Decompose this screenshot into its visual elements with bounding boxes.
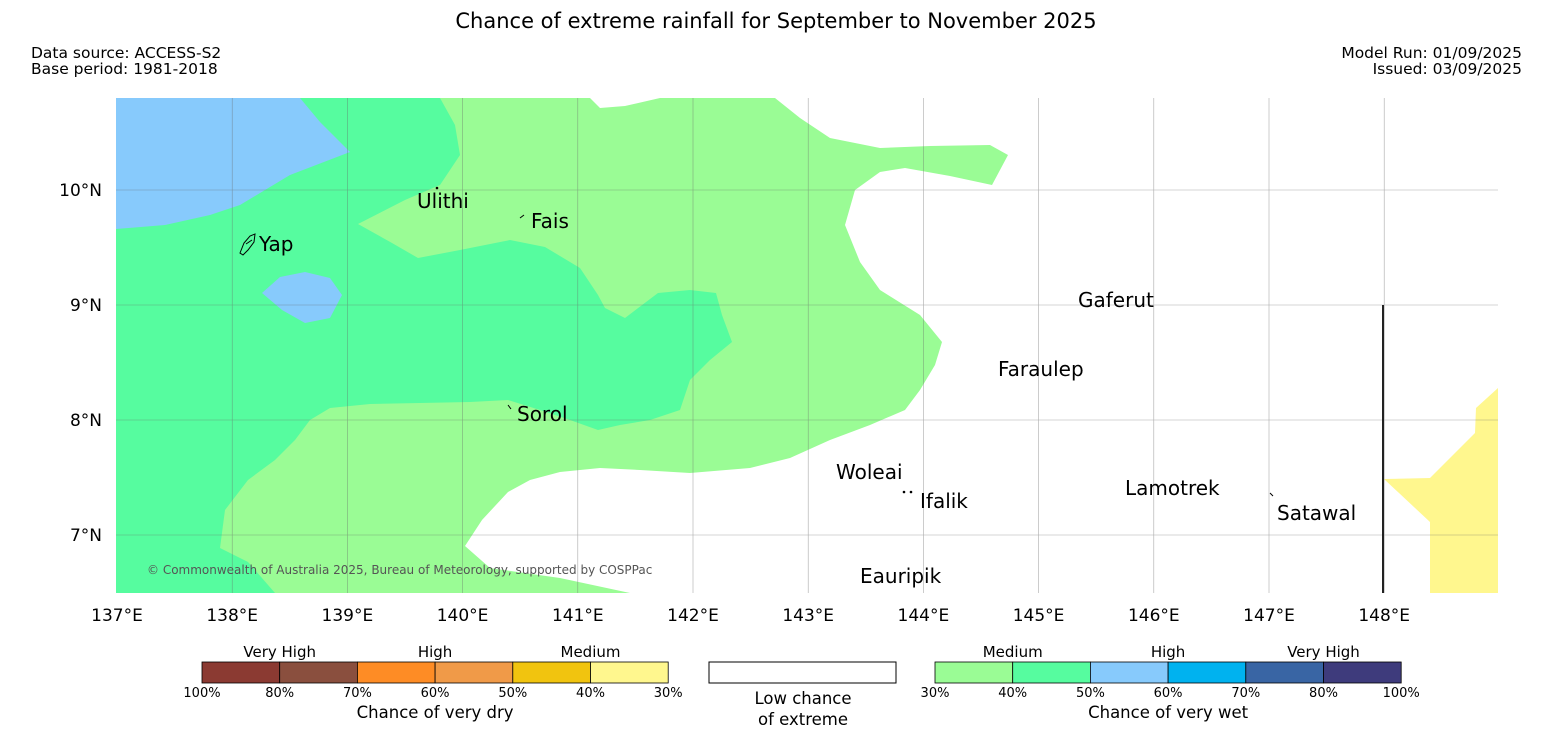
issued-date: Issued: 03/09/2025 (1372, 60, 1522, 78)
legend-low-caption-2: of extreme (758, 710, 848, 729)
legend-wet-swatch (1167, 661, 1247, 684)
label-fais: Fais (531, 209, 569, 233)
legend-dry-swatch (434, 661, 514, 684)
label-woleai: Woleai (836, 460, 903, 484)
legend-dry-header: Medium (561, 643, 621, 661)
ifalik-marker-b (909, 490, 913, 494)
legend-dry-caption: Chance of very dry (357, 703, 514, 722)
base-period: Base period: 1981-2018 (31, 60, 218, 78)
legend-dry-tick: 50% (498, 686, 527, 701)
legend-wet-tick: 30% (921, 686, 950, 701)
legend-dry-swatch (512, 661, 591, 684)
legend-wet-tick: 80% (1309, 686, 1338, 701)
lon-tick-label: 141°E (552, 606, 604, 626)
label-gaferut: Gaferut (1078, 288, 1154, 312)
legend-dry-swatch (201, 661, 281, 684)
legend-wet-caption: Chance of very wet (1088, 703, 1249, 722)
gridlines (116, 98, 1498, 593)
label-faraulep: Faraulep (998, 357, 1084, 381)
legend-dry-tick: 70% (343, 686, 372, 701)
label-yap: Yap (258, 232, 293, 256)
yap-island-outline (239, 233, 256, 256)
legend-wet: 30% 40% 50% 60% 70% 80% 100% Medium High Very Hig… (921, 643, 1420, 722)
legend-wet-tick: 60% (1154, 686, 1183, 701)
label-sorol: Sorol (517, 402, 568, 426)
legend-dry-tick: 30% (654, 686, 683, 701)
fais-marker (519, 214, 525, 219)
label-lamotrek: Lamotrek (1125, 476, 1220, 500)
map-field (116, 98, 1498, 593)
wet-high-region-south (262, 272, 342, 323)
legend-low-caption-1: Low chance (754, 689, 851, 708)
meta-left: Data source: ACCESS-S2 Base period: 1981… (31, 45, 221, 77)
legend-dry-swatch (356, 661, 436, 684)
legend-wet-swatch (1012, 661, 1091, 684)
legend-dry-tick: 60% (421, 686, 450, 701)
label-satawal: Satawal (1277, 501, 1356, 525)
lat-tick-label: 9°N (70, 296, 102, 316)
legend-wet-swatch (1323, 661, 1402, 684)
longitude-labels: 137°E 138°E 139°E 140°E 141°E 142°E 143°E 144°E… (91, 606, 1410, 626)
lon-tick-label: 138°E (206, 606, 258, 626)
lon-tick-label: 142°E (667, 606, 719, 626)
lat-tick-label: 8°N (70, 411, 102, 431)
model-run: Model Run: 01/09/2025 (1341, 44, 1522, 62)
wet-medium-region (116, 98, 732, 593)
legend-wet-tick: 100% (1383, 686, 1420, 701)
lon-tick-label: 145°E (1013, 606, 1065, 626)
legend-wet-swatch (1090, 661, 1169, 684)
satawal-marker (1269, 492, 1274, 497)
label-ifalik: Ifalik (920, 489, 968, 513)
legend-dry: 100% 80% 70% 60% 50% 40% 30% Very High High Mediu… (183, 643, 682, 722)
copyright-note: © Commonwealth of Australia 2025, Bureau… (147, 563, 652, 577)
legend-dry-tick: 80% (265, 686, 294, 701)
place-labels: Ulithi Fais Yap Gaferut Faraulep Sorol W… (258, 189, 1356, 588)
label-eauripik: Eauripik (860, 564, 942, 588)
ulithi-marker (435, 186, 439, 190)
lat-tick-label: 7°N (70, 526, 102, 546)
legend-dry-tick: 40% (576, 686, 605, 701)
legend-wet-header: High (1151, 643, 1185, 661)
label-ulithi: Ulithi (417, 189, 469, 213)
lon-tick-label: 137°E (91, 606, 143, 626)
legend-dry-swatch (279, 661, 358, 684)
legend-dry-header: High (418, 643, 452, 661)
legend-wet-tick: 50% (1076, 686, 1105, 701)
legend-dry-swatch (590, 661, 669, 684)
legend-wet-header: Very High (1287, 643, 1360, 661)
lon-tick-label: 144°E (898, 606, 950, 626)
legend-wet-tick: 40% (998, 686, 1027, 701)
lat-tick-label: 10°N (59, 181, 102, 201)
data-source: Data source: ACCESS-S2 (31, 44, 222, 62)
lon-tick-label: 143°E (782, 606, 834, 626)
legend-wet-header: Medium (983, 643, 1043, 661)
latitude-labels: 10°N 9°N 8°N 7°N (59, 181, 102, 546)
wet-high-region-north (116, 98, 350, 229)
legend-wet-swatch (934, 661, 1014, 684)
ifalik-marker-a (902, 490, 906, 494)
legend-dry-header: Very High (243, 643, 316, 661)
lon-tick-label: 147°E (1243, 606, 1295, 626)
legend-wet-swatch (1245, 661, 1324, 684)
meta-right: Model Run: 01/09/2025 Issued: 03/09/2025 (1341, 45, 1522, 77)
map-title: Chance of extreme rainfall for September… (455, 9, 1097, 33)
lon-tick-label: 139°E (322, 606, 374, 626)
sorol-marker (507, 404, 512, 410)
dry-medium-region (1384, 388, 1498, 593)
legend-low: Low chance of extreme (708, 661, 897, 729)
island-markers (239, 186, 1274, 497)
lon-tick-label: 146°E (1128, 606, 1180, 626)
legend-low-swatch (708, 661, 897, 684)
legend-dry-tick: 100% (183, 686, 220, 701)
lon-tick-label: 148°E (1358, 606, 1410, 626)
legend-wet-tick: 70% (1231, 686, 1260, 701)
lon-tick-label: 140°E (437, 606, 489, 626)
